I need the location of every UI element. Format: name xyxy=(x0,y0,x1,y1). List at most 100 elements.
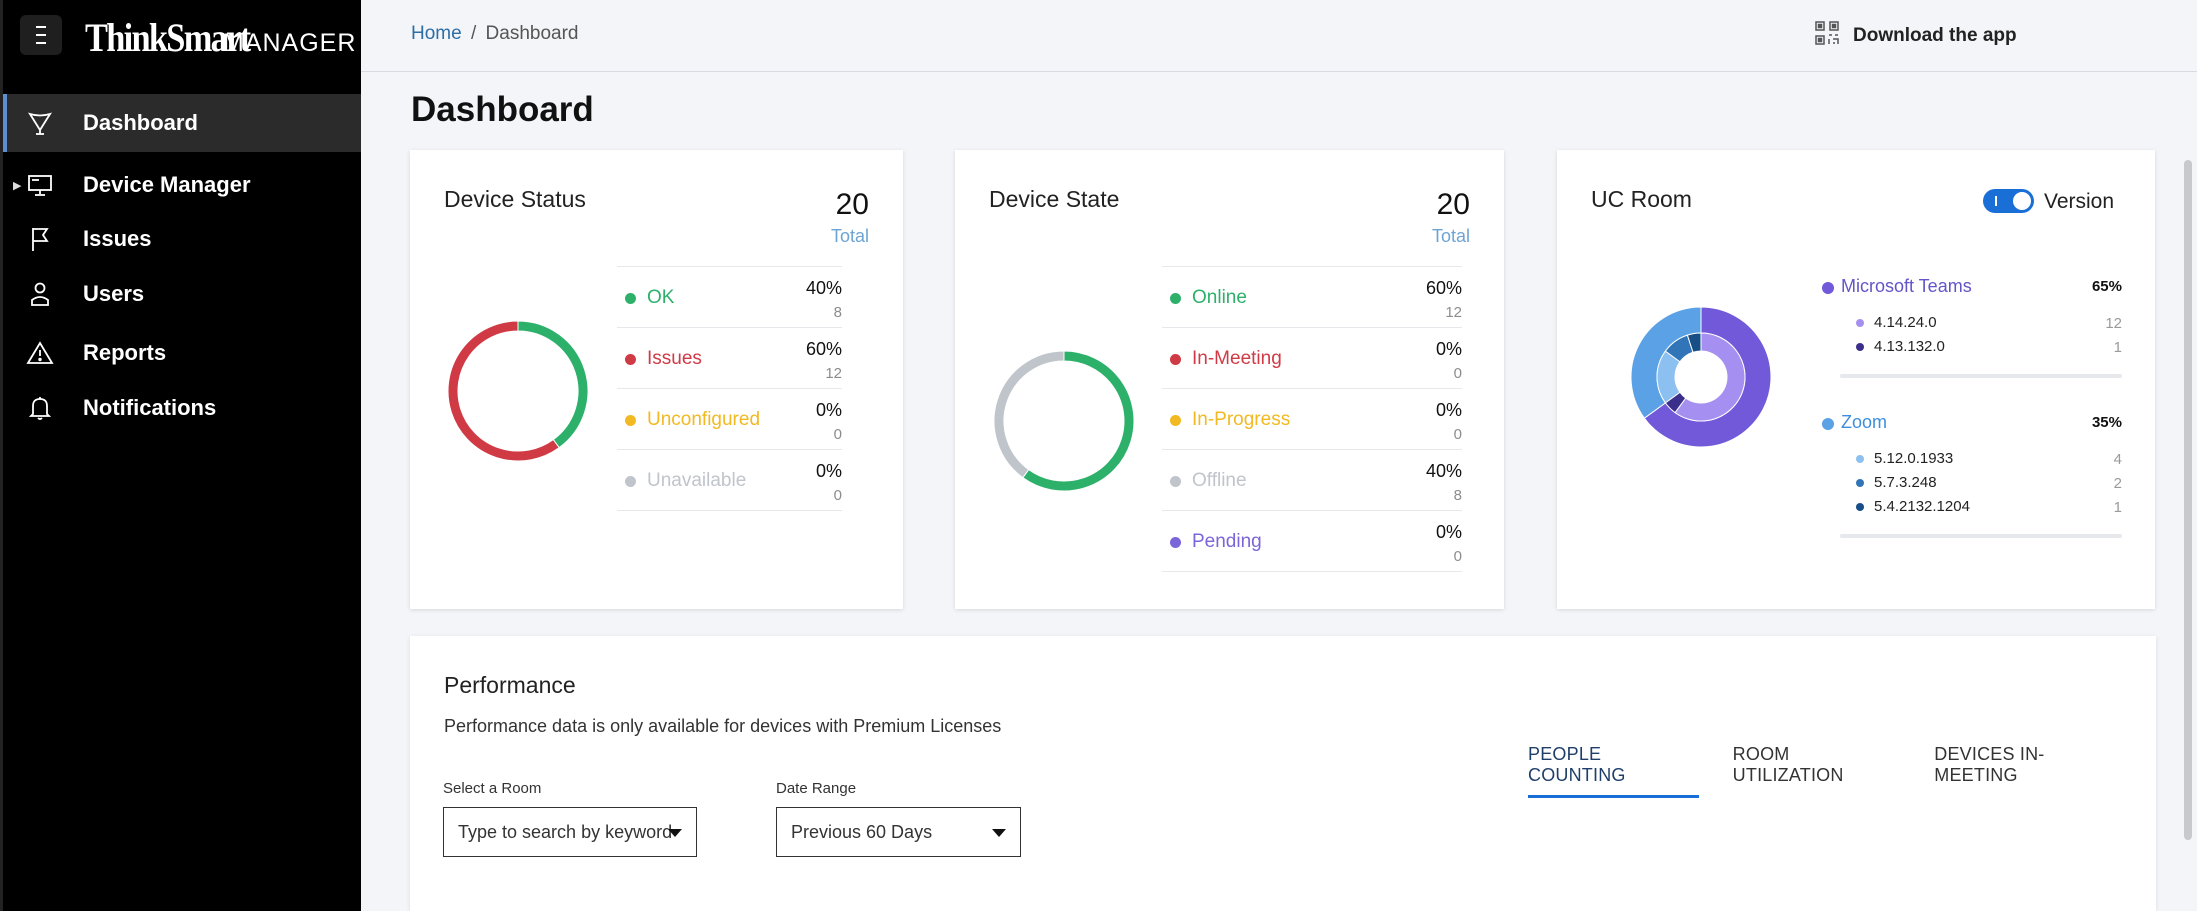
legend-dot xyxy=(1170,354,1181,365)
logo: ThinkSmart MANAGER xyxy=(85,14,356,61)
legend-dot xyxy=(1170,293,1181,304)
tab-room-utilization[interactable]: ROOM UTILIZATION xyxy=(1732,744,1844,785)
uc-version-slice[interactable] xyxy=(1674,332,1746,422)
caret-down-icon xyxy=(668,829,682,837)
legend-count: 1 xyxy=(2113,339,2122,356)
download-app-button[interactable]: Download the app xyxy=(1815,21,2017,51)
device-status-slice[interactable] xyxy=(447,320,560,462)
breadcrumb-current: Dashboard xyxy=(485,23,579,44)
menu-icon[interactable] xyxy=(20,15,62,55)
sidebar-item-reports[interactable]: Reports xyxy=(3,324,361,382)
legend-divider xyxy=(1840,534,2122,538)
total-label: Total xyxy=(1431,226,1470,246)
uc-legend-group: Zoom 35% 5.12.0.1933 4 5.7.3.248 2 5.4.2132.12… xyxy=(1822,410,2122,538)
legend-divider xyxy=(617,510,842,511)
uc-room-donut xyxy=(1630,306,1772,448)
uc-legend-platform[interactable]: Microsoft Teams 65% xyxy=(1822,274,2122,302)
spacer xyxy=(1822,302,2122,312)
room-select-label: Select a Room xyxy=(443,780,542,797)
total-label: Total xyxy=(830,226,869,246)
performance-tabs: PEOPLE COUNTING ROOM UTILIZATION DEVICES… xyxy=(1528,744,2156,798)
sidebar-item-label: Dashboard xyxy=(83,110,198,135)
legend-count: 12 xyxy=(1445,304,1462,321)
device-state-donut xyxy=(993,350,1135,492)
logo-brand: ThinkSmart xyxy=(85,15,251,60)
legend-row[interactable]: OK 40% 8 xyxy=(617,266,842,327)
legend-label: OK xyxy=(647,287,675,308)
legend-label: Pending xyxy=(1192,531,1262,552)
card-total: 20 Total xyxy=(1432,188,1470,247)
legend-row[interactable]: Online 60% 12 xyxy=(1162,266,1462,327)
legend-percent: 0% xyxy=(815,461,842,481)
uc-room-card: UC Room Version Microsoft Teams 65% 4.14.2… xyxy=(1557,150,2155,609)
tab-devices-in-meeting[interactable]: DEVICES IN-MEETING xyxy=(1934,744,2045,785)
device-state-slice[interactable] xyxy=(993,350,1065,479)
legend-percent: 35% xyxy=(2091,414,2122,431)
uc-legend-version[interactable]: 5.4.2132.1204 1 xyxy=(1822,496,2122,520)
page-scrollbar[interactable] xyxy=(2184,160,2192,840)
legend-count: 0 xyxy=(833,487,842,504)
tab-people-counting[interactable]: PEOPLE COUNTING xyxy=(1528,744,1699,798)
legend-dot xyxy=(1856,479,1864,487)
legend-row[interactable]: Unconfigured 0% 0 xyxy=(617,388,842,449)
legend-label: In-Progress xyxy=(1192,409,1291,430)
bell-icon xyxy=(25,393,55,423)
legend-percent: 0% xyxy=(1435,400,1462,420)
qr-code-icon xyxy=(1815,21,1839,51)
legend-count: 1 xyxy=(2113,499,2122,516)
uc-legend-version[interactable]: 4.13.132.0 1 xyxy=(1822,336,2122,360)
legend-count: 0 xyxy=(1453,365,1462,382)
sidebar-item-label: Users xyxy=(83,281,145,306)
date-range-label: Date Range xyxy=(776,780,857,797)
version-toggle[interactable] xyxy=(1983,189,2034,213)
uc-legend-version[interactable]: 5.7.3.248 2 xyxy=(1822,472,2122,496)
legend-label: 4.14.24.0 xyxy=(1874,314,1937,331)
legend-dot xyxy=(1822,418,1834,430)
card-title: Device State xyxy=(989,186,1120,212)
sidebar-item-device-manager[interactable]: ▶ Device Manager xyxy=(3,156,361,214)
legend-percent: 60% xyxy=(1425,278,1462,298)
card-title: Device Status xyxy=(444,186,586,212)
uc-legend-version[interactable]: 5.12.0.1933 4 xyxy=(1822,448,2122,472)
date-range-value: Previous 60 Days xyxy=(791,822,933,842)
sidebar-item-dashboard[interactable]: Dashboard xyxy=(3,94,361,152)
legend-percent: 0% xyxy=(1435,522,1462,542)
room-select[interactable]: Type to search by keyword xyxy=(443,807,697,857)
performance-description: Performance data is only available for d… xyxy=(444,716,1002,736)
legend-dot xyxy=(1170,415,1181,426)
legend-dot xyxy=(625,415,636,426)
monitor-icon xyxy=(25,170,55,200)
device-status-slice[interactable] xyxy=(517,320,589,449)
legend-divider xyxy=(1162,571,1462,572)
uc-legend-platform[interactable]: Zoom 35% xyxy=(1822,410,2122,438)
legend-label: Online xyxy=(1192,287,1247,308)
legend-percent: 60% xyxy=(805,339,842,359)
sidebar-item-users[interactable]: Users xyxy=(3,265,361,323)
legend-row[interactable]: In-Progress 0% 0 xyxy=(1162,388,1462,449)
breadcrumb-home-link[interactable]: Home xyxy=(411,23,462,44)
legend-row[interactable]: Issues 60% 12 xyxy=(617,327,842,388)
total-count: 20 xyxy=(835,188,869,221)
caret-right-icon[interactable]: ▶ xyxy=(13,179,22,192)
legend-dot xyxy=(1170,476,1181,487)
spacer xyxy=(1822,438,2122,448)
legend-count: 8 xyxy=(833,304,842,321)
legend-dot xyxy=(1856,319,1864,327)
uc-version-slice[interactable] xyxy=(1686,332,1702,353)
legend-row[interactable]: Offline 40% 8 xyxy=(1162,449,1462,510)
card-title: UC Room xyxy=(1591,186,1692,212)
legend-label: 5.12.0.1933 xyxy=(1874,450,1954,467)
device-state-slice[interactable] xyxy=(1022,350,1135,492)
room-select-placeholder: Type to search by keyword xyxy=(458,822,673,842)
legend-row[interactable]: Unavailable 0% 0 xyxy=(617,449,842,510)
legend-count: 0 xyxy=(1453,548,1462,565)
sidebar: ThinkSmart MANAGER Dashboard ▶ Device Ma… xyxy=(0,0,361,911)
sidebar-item-issues[interactable]: Issues xyxy=(3,210,361,268)
caret-down-icon xyxy=(992,829,1006,837)
legend-row[interactable]: Pending 0% 0 xyxy=(1162,510,1462,571)
uc-legend-version[interactable]: 4.14.24.0 12 xyxy=(1822,312,2122,336)
legend-row[interactable]: In-Meeting 0% 0 xyxy=(1162,327,1462,388)
sidebar-item-notifications[interactable]: Notifications xyxy=(3,379,361,437)
date-range-select[interactable]: Previous 60 Days xyxy=(776,807,1021,857)
card-title: Performance xyxy=(444,672,576,698)
